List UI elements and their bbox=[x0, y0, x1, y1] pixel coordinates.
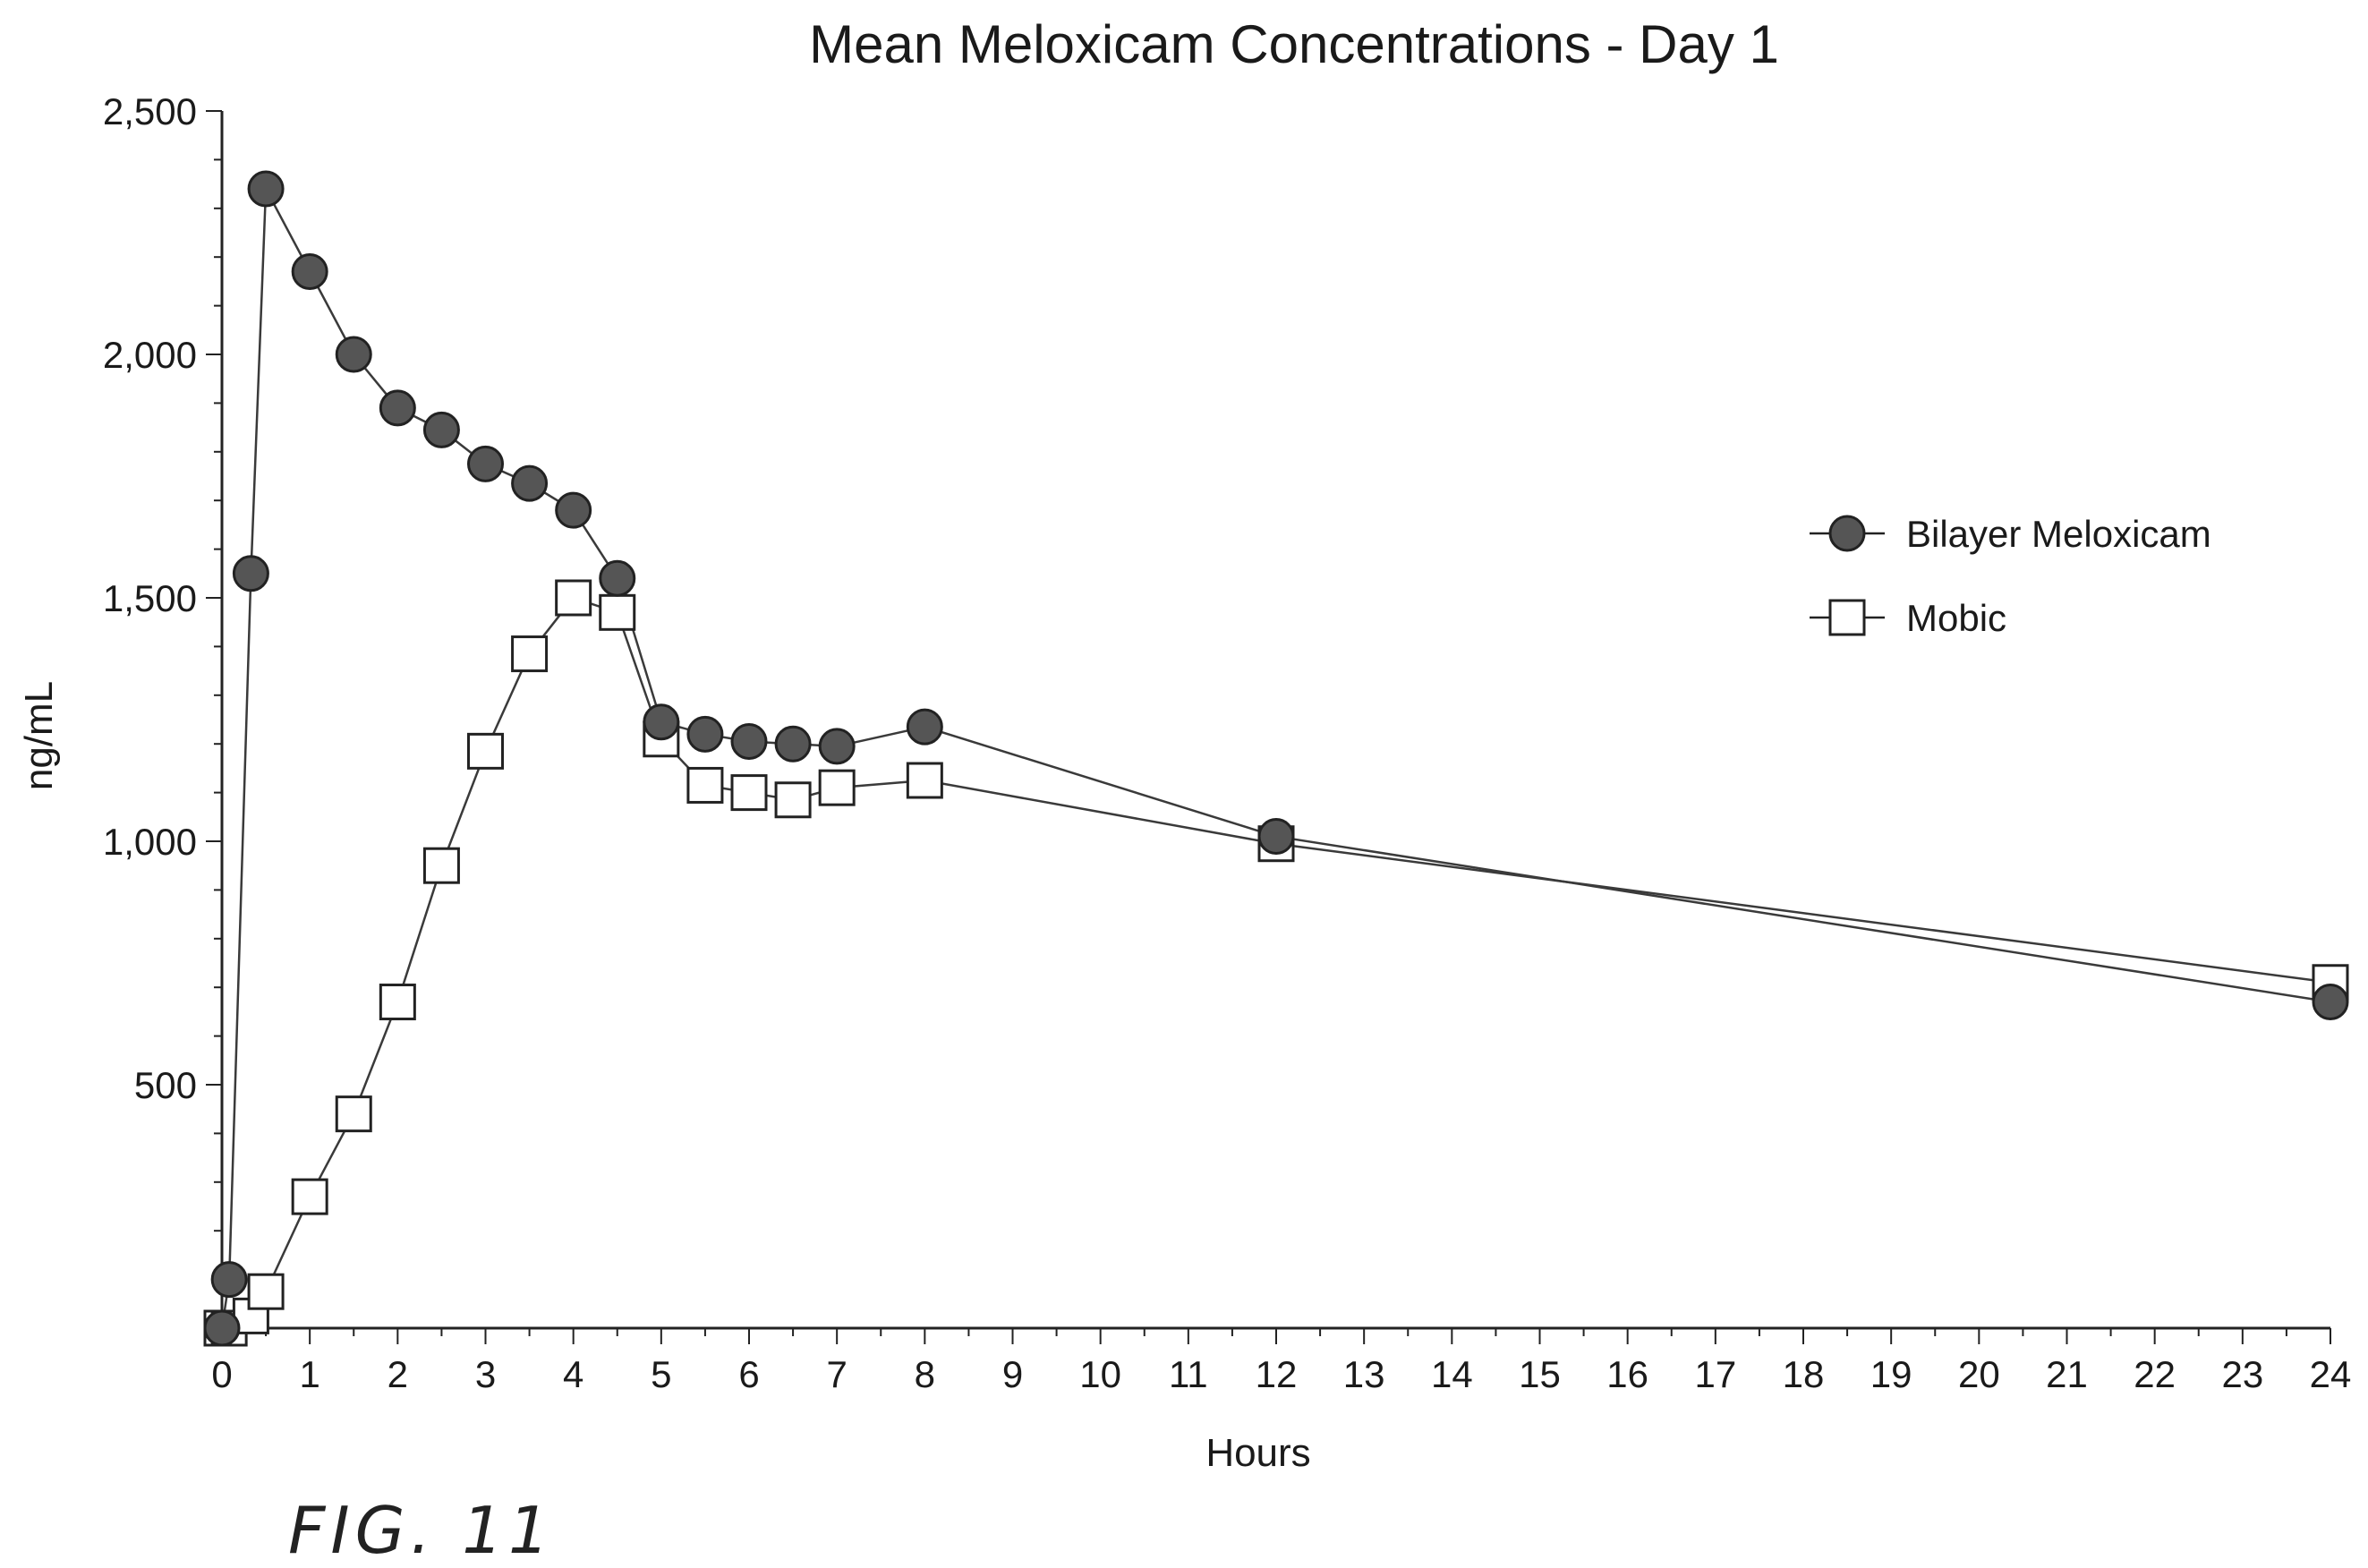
x-tick-label: 8 bbox=[915, 1353, 935, 1395]
bilayer-meloxicam-point bbox=[232, 555, 269, 592]
x-tick-label: 11 bbox=[1169, 1353, 1208, 1395]
x-tick-label: 23 bbox=[2221, 1353, 2263, 1395]
x-tick-label: 16 bbox=[1606, 1353, 1648, 1395]
bilayer-meloxicam-point bbox=[686, 715, 724, 753]
x-tick-label: 10 bbox=[1079, 1353, 1121, 1395]
bilayer-meloxicam-point bbox=[379, 389, 416, 427]
mobic-point bbox=[335, 1095, 372, 1133]
mobic-point bbox=[730, 774, 768, 812]
legend-marker-mobic bbox=[1828, 599, 1866, 636]
y-tick-label: 1,500 bbox=[103, 577, 197, 619]
bilayer-meloxicam-point bbox=[422, 411, 460, 448]
mobic-point bbox=[467, 732, 504, 770]
x-tick-label: 6 bbox=[738, 1353, 759, 1395]
y-tick-label: 1,000 bbox=[103, 821, 197, 863]
x-tick-label: 0 bbox=[211, 1353, 232, 1395]
x-tick-label: 5 bbox=[651, 1353, 671, 1395]
legend-marker-bilayer-meloxicam bbox=[1828, 515, 1866, 552]
y-tick-label: 500 bbox=[134, 1064, 197, 1106]
bilayer-meloxicam-point bbox=[599, 559, 636, 597]
x-tick-label: 24 bbox=[2310, 1353, 2352, 1395]
x-tick-label: 15 bbox=[1519, 1353, 1561, 1395]
x-tick-label: 13 bbox=[1343, 1353, 1385, 1395]
x-tick-label: 7 bbox=[826, 1353, 847, 1395]
mobic-point bbox=[511, 635, 549, 673]
mobic-point bbox=[818, 769, 856, 806]
x-tick-label: 9 bbox=[1002, 1353, 1023, 1395]
mobic-point bbox=[906, 762, 943, 799]
y-axis-label: ng/mL bbox=[17, 681, 61, 790]
legend-label-mobic: Mobic bbox=[1906, 597, 2006, 639]
x-tick-label: 12 bbox=[1256, 1353, 1298, 1395]
series-layer bbox=[203, 170, 2349, 1347]
bilayer-meloxicam-point bbox=[210, 1261, 248, 1299]
bilayer-meloxicam-point bbox=[247, 170, 285, 208]
figure-label: FIG. 11 bbox=[288, 1493, 555, 1568]
bilayer-meloxicam-point bbox=[643, 703, 680, 741]
x-tick-label: 14 bbox=[1431, 1353, 1473, 1395]
mobic-point bbox=[422, 847, 460, 884]
x-tick-label: 2 bbox=[388, 1353, 408, 1395]
mobic-point bbox=[686, 766, 724, 804]
mobic-point bbox=[291, 1178, 328, 1215]
bilayer-meloxicam-point bbox=[906, 708, 943, 746]
mobic-point bbox=[774, 781, 812, 819]
x-tick-label: 17 bbox=[1694, 1353, 1736, 1395]
bilayer-meloxicam-point bbox=[730, 722, 768, 760]
bilayer-meloxicam-point bbox=[555, 491, 592, 529]
bilayer-meloxicam-line bbox=[220, 184, 2331, 1329]
x-tick-label: 4 bbox=[563, 1353, 583, 1395]
mobic-line bbox=[222, 596, 2331, 1330]
mobic-point bbox=[247, 1273, 285, 1310]
y-tick-label: 2,500 bbox=[103, 90, 197, 132]
bilayer-meloxicam-point bbox=[467, 445, 504, 482]
x-tick-label: 21 bbox=[2046, 1353, 2088, 1395]
x-tick-label: 22 bbox=[2134, 1353, 2176, 1395]
x-tick-label: 18 bbox=[1783, 1353, 1825, 1395]
mobic-point bbox=[555, 579, 592, 617]
bilayer-meloxicam-point bbox=[203, 1309, 241, 1347]
legend-label-bilayer-meloxicam: Bilayer Meloxicam bbox=[1906, 513, 2211, 555]
bilayer-meloxicam-point bbox=[2312, 984, 2349, 1021]
bilayer-meloxicam-point bbox=[335, 336, 372, 373]
chart-title: Mean Meloxicam Concentrations - Day 1 bbox=[809, 14, 1779, 74]
x-tick-label: 19 bbox=[1870, 1353, 1912, 1395]
bilayer-meloxicam-point bbox=[511, 464, 549, 502]
x-tick-label: 3 bbox=[475, 1353, 496, 1395]
x-axis-label: Hours bbox=[1205, 1431, 1310, 1475]
x-tick-label: 1 bbox=[299, 1353, 319, 1395]
bilayer-meloxicam-point bbox=[1257, 818, 1295, 856]
bilayer-meloxicam-point bbox=[774, 725, 812, 763]
bilayer-meloxicam-point bbox=[818, 728, 856, 765]
y-tick-label: 2,000 bbox=[103, 334, 197, 376]
mobic-point bbox=[379, 984, 416, 1021]
mobic-point bbox=[599, 593, 636, 631]
bilayer-meloxicam-point bbox=[291, 253, 328, 291]
x-tick-label: 20 bbox=[1958, 1353, 2000, 1395]
legend: Bilayer Meloxicam Mobic bbox=[1810, 513, 2211, 639]
